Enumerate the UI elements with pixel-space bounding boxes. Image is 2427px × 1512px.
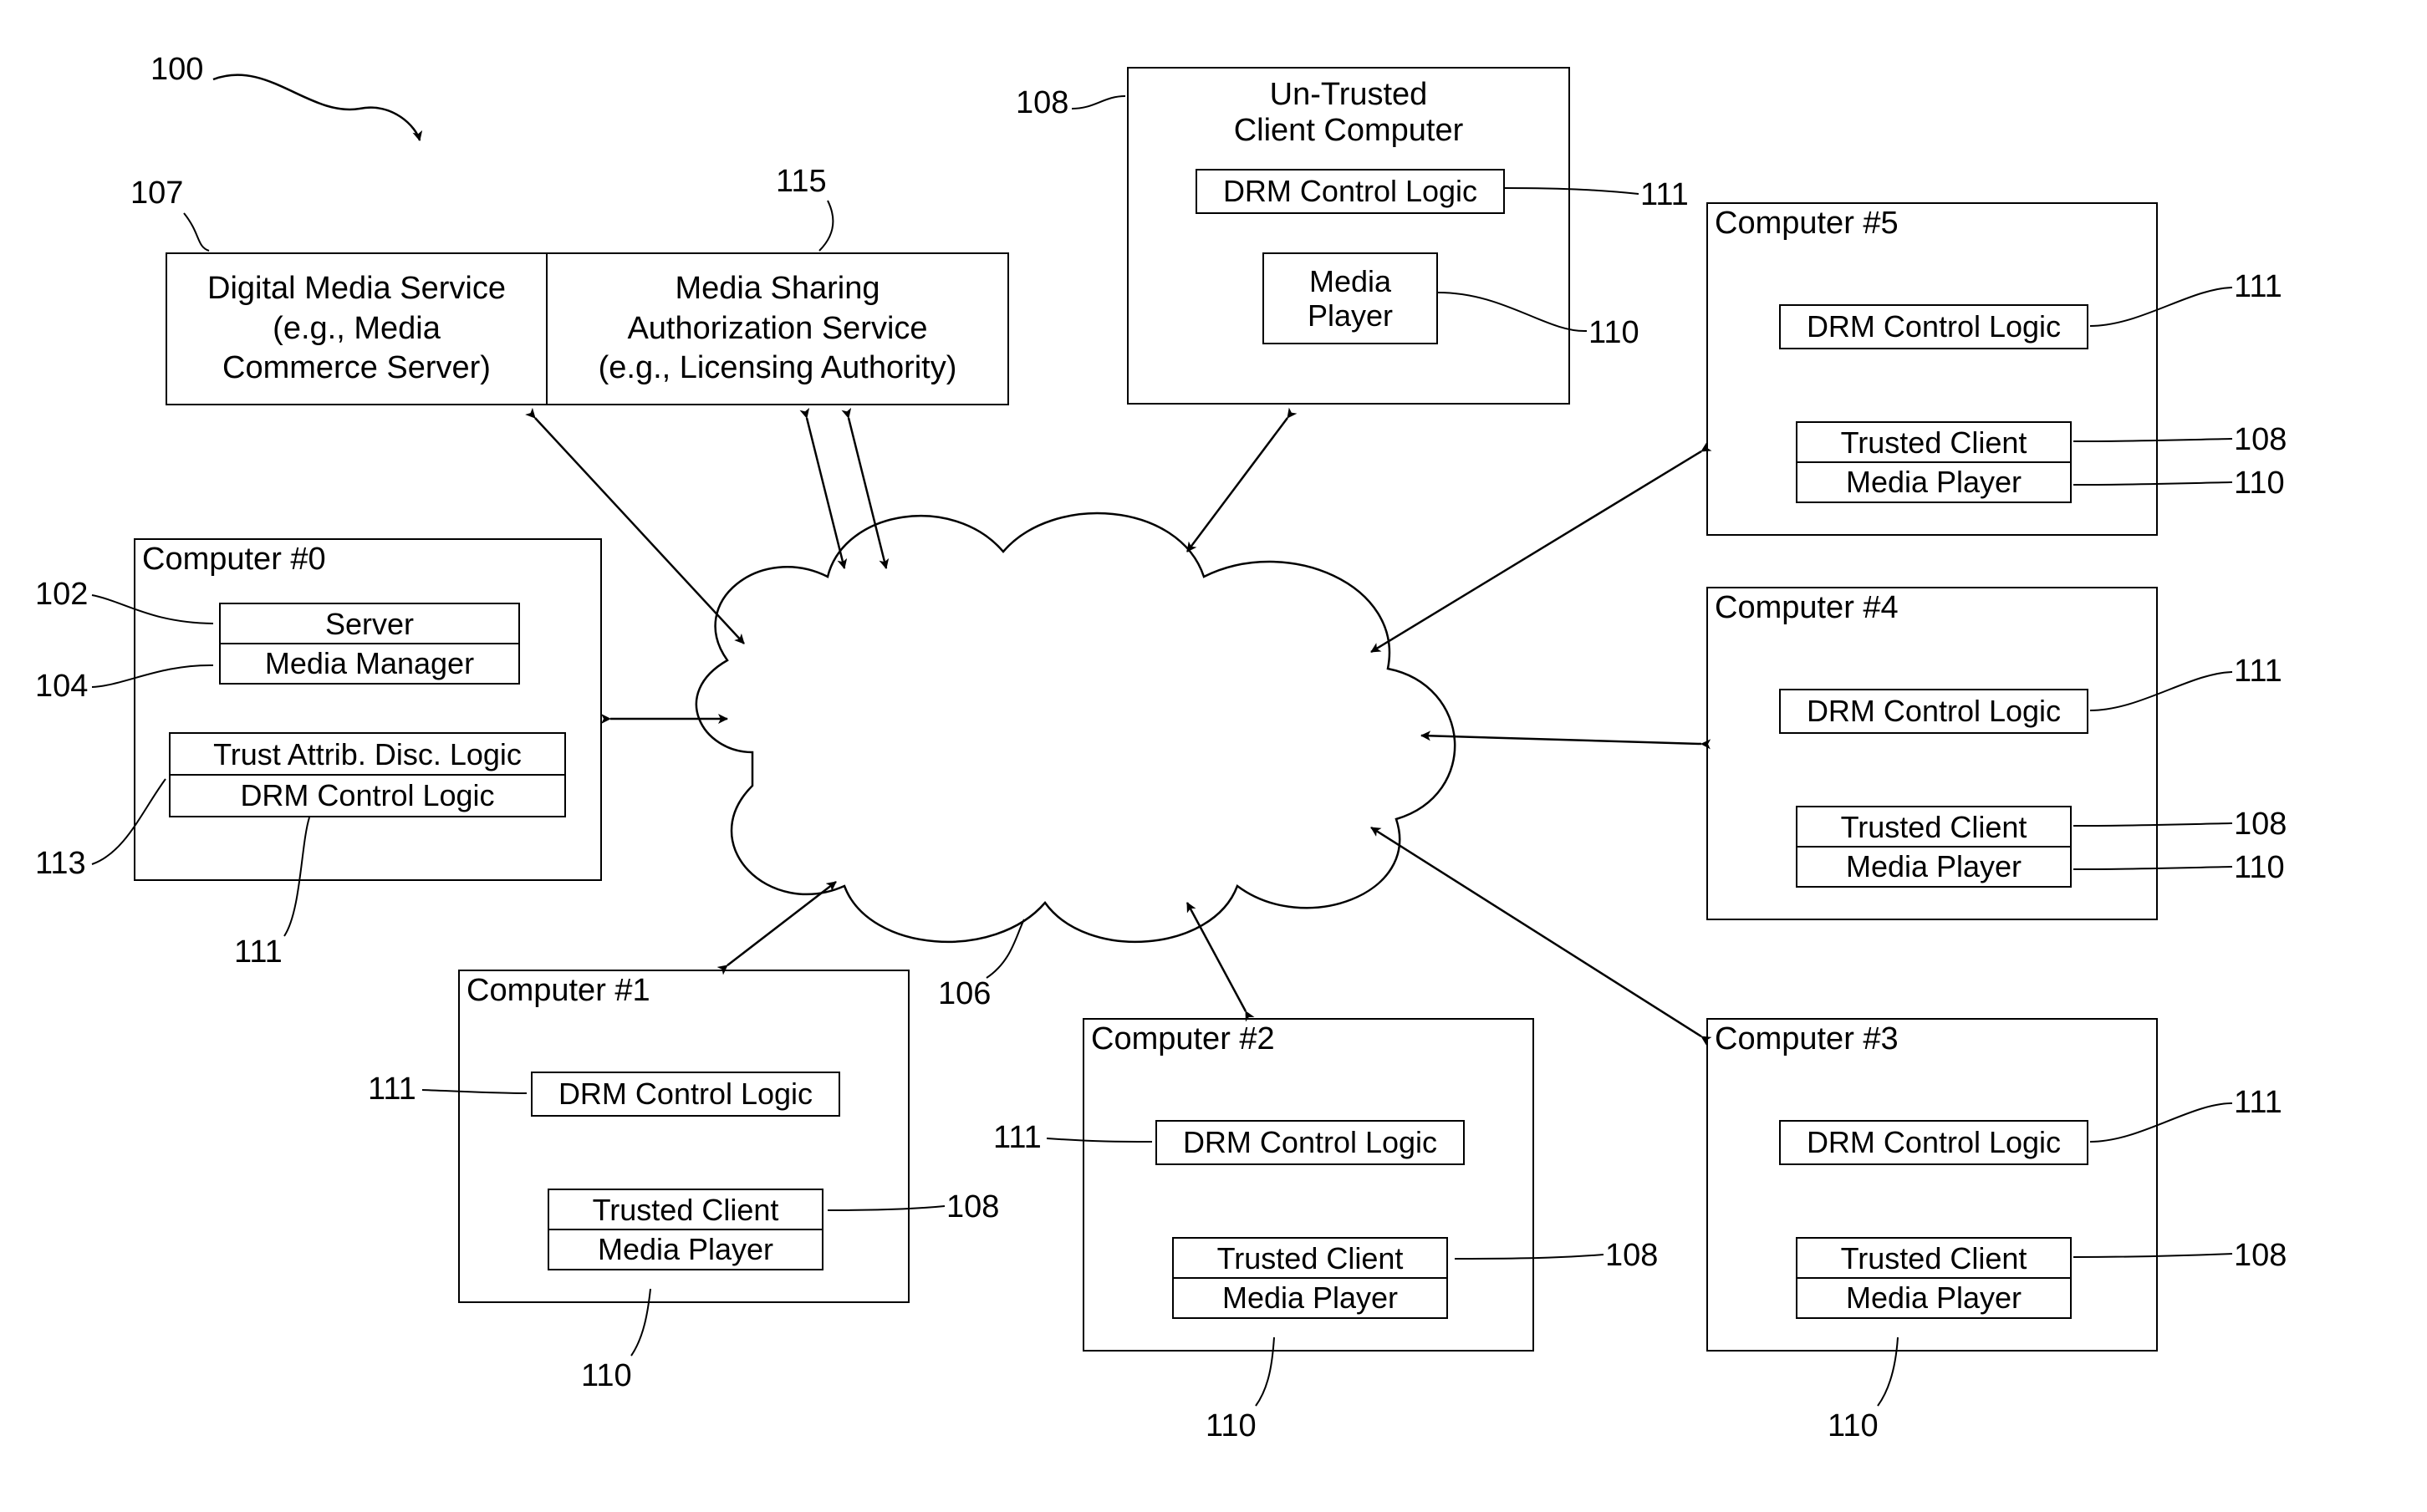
c2-title: Computer #2 <box>1091 1021 1275 1057</box>
box-computer-4: Computer #4 DRM Control Logic Trusted Cl… <box>1706 587 2158 920</box>
ref-110-c2: 110 <box>1206 1408 1257 1444</box>
msas-line3: (e.g., Licensing Authority) <box>599 349 957 389</box>
box-computer-2: Computer #2 DRM Control Logic Trusted Cl… <box>1083 1018 1534 1352</box>
c4-trusted-client: Trusted Client <box>1796 806 2072 848</box>
box-untrusted-client: Un-Trusted Client Computer DRM Control L… <box>1127 67 1570 405</box>
box-media-sharing-auth: Media Sharing Authorization Service (e.g… <box>546 252 1009 405</box>
ref-111-c4: 111 <box>2234 654 2282 690</box>
c4-media-player: Media Player <box>1796 846 2072 888</box>
c5-trusted-client: Trusted Client <box>1796 421 2072 463</box>
ref-108-c3: 108 <box>2234 1238 2287 1274</box>
msas-line1: Media Sharing <box>675 269 880 309</box>
box-digital-media-service: Digital Media Service (e.g., Media Comme… <box>166 252 548 405</box>
c0-title: Computer #0 <box>142 542 326 578</box>
ref-figure: 100 <box>150 52 203 88</box>
c3-trusted-client: Trusted Client <box>1796 1237 2072 1279</box>
ref-110-c1: 110 <box>581 1358 632 1394</box>
untrusted-title: Un-Trusted Client Computer <box>1129 69 1568 149</box>
ref-111-c0: 111 <box>234 934 283 970</box>
ref-108-c2: 108 <box>1605 1238 1658 1274</box>
untrusted-drm: DRM Control Logic <box>1196 169 1505 214</box>
ref-104: 104 <box>35 669 88 705</box>
c2-drm: DRM Control Logic <box>1155 1120 1465 1165</box>
c0-drm: DRM Control Logic <box>169 774 566 817</box>
ref-111-c3: 111 <box>2234 1085 2282 1121</box>
c1-media-player: Media Player <box>548 1229 823 1270</box>
c1-drm: DRM Control Logic <box>531 1072 840 1117</box>
c3-media-player: Media Player <box>1796 1277 2072 1319</box>
ref-113: 113 <box>35 846 86 882</box>
c1-title: Computer #1 <box>467 973 650 1009</box>
ref-107: 107 <box>130 176 183 211</box>
ref-115: 115 <box>776 164 827 200</box>
c2-trusted-client: Trusted Client <box>1172 1237 1448 1279</box>
ref-110-untrusted: 110 <box>1588 315 1639 351</box>
c5-drm: DRM Control Logic <box>1779 304 2088 349</box>
ref-111-c5: 111 <box>2234 269 2282 305</box>
ref-110-c5: 110 <box>2234 466 2285 501</box>
box-computer-3: Computer #3 DRM Control Logic Trusted Cl… <box>1706 1018 2158 1352</box>
box-computer-1: Computer #1 DRM Control Logic Trusted Cl… <box>458 970 910 1303</box>
c0-trust-disc: Trust Attrib. Disc. Logic <box>169 732 566 776</box>
cloud-label: Data Network <box>888 702 1090 740</box>
c4-drm: DRM Control Logic <box>1779 689 2088 734</box>
ref-110-c4: 110 <box>2234 850 2285 886</box>
dms-line1: Digital Media Service <box>207 269 506 309</box>
c0-server: Server <box>219 603 520 644</box>
ref-106: 106 <box>938 976 991 1012</box>
c4-title: Computer #4 <box>1715 590 1899 626</box>
c3-drm: DRM Control Logic <box>1779 1120 2088 1165</box>
ref-111-untrusted: 111 <box>1640 177 1689 213</box>
untrusted-mp-l1: Media <box>1309 264 1391 298</box>
msas-line2: Authorization Service <box>627 309 927 349</box>
box-computer-5: Computer #5 DRM Control Logic Trusted Cl… <box>1706 202 2158 536</box>
ref-108-c1: 108 <box>946 1189 999 1225</box>
ref-111-c2: 111 <box>993 1120 1042 1156</box>
untrusted-mp-l2: Player <box>1308 298 1393 333</box>
ref-108-top: 108 <box>1016 85 1068 121</box>
untrusted-media-player: Media Player <box>1262 252 1438 344</box>
ref-102: 102 <box>35 577 88 613</box>
ref-110-c3: 110 <box>1828 1408 1879 1444</box>
c3-title: Computer #3 <box>1715 1021 1899 1057</box>
box-computer-0: Computer #0 Server Media Manager Trust A… <box>134 538 602 881</box>
dms-line3: Commerce Server) <box>222 349 491 389</box>
dms-line2: (e.g., Media <box>273 309 441 349</box>
ref-108-c5: 108 <box>2234 422 2287 458</box>
c5-media-player: Media Player <box>1796 461 2072 503</box>
ref-111-c1: 111 <box>368 1072 416 1107</box>
c1-trusted-client: Trusted Client <box>548 1189 823 1230</box>
c2-media-player: Media Player <box>1172 1277 1448 1319</box>
ref-108-c4: 108 <box>2234 807 2287 843</box>
c5-title: Computer #5 <box>1715 206 1899 242</box>
c0-media-manager: Media Manager <box>219 643 520 685</box>
